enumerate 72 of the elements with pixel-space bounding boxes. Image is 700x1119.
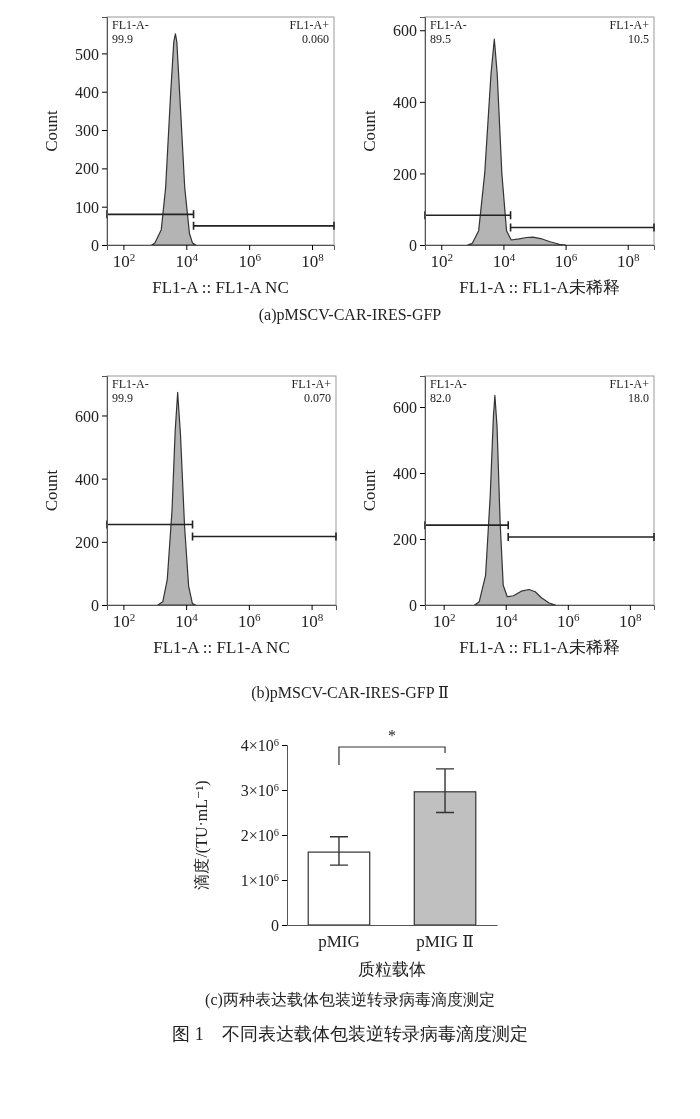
annotation: FL1-A- [430,18,467,32]
x-tick-label: 10$^{2}$ [112,251,136,271]
y-tick-label: 600 [75,407,99,425]
x-axis-title: FL1-A :: FL1-A NC [152,278,289,297]
y-tick-label: 500 [75,45,99,63]
y-tick-label: 400 [75,83,99,101]
annotation: FL1-A+ [609,18,650,32]
text: (a)pMSCV-CAR-IRES-GFP [258,306,442,324]
x-tick-label: 10$^{2}$ [112,611,136,631]
y-axis-title: Count [360,109,379,152]
x-axis-title: 质粒载体 [358,960,426,979]
y-tick-label: 0 [409,237,417,255]
y-tick-label: 0 [91,237,99,255]
annotation: FL1-A+ [609,377,650,391]
annotation: FL1-A- [430,377,467,391]
y-tick-label: 4×10$^{6}$ [240,736,279,755]
y-tick-label: 0 [409,597,417,615]
annotation: FL1-A- [112,377,149,391]
y-axis-title: Count [360,469,379,512]
x-tick-label: 10$^{4}$ [175,611,199,631]
x-tick-label: pMIG Ⅱ [416,931,474,951]
y-tick-label: 200 [75,160,99,178]
y-tick-label: 0 [91,597,99,615]
x-tick-label: pMIG [318,931,360,951]
annotation: 0.060 [302,32,329,46]
x-tick-label: 10$^{4}$ [492,251,516,271]
x-tick-label: 10$^{8}$ [619,611,643,631]
y-tick-label: 400 [75,470,99,488]
y-tick-label: 600 [393,399,417,417]
x-tick-label: 10$^{2}$ [430,251,454,271]
annotation: 0.070 [304,391,331,405]
y-tick-label: 100 [75,198,99,216]
y-tick-label: 400 [393,465,417,483]
x-tick-label: 10$^{4}$ [494,611,518,631]
text: * [388,727,396,744]
y-tick-label: 2×10$^{6}$ [240,826,279,845]
annotation: FL1-A+ [291,377,332,391]
y-tick-label: 600 [393,22,417,40]
x-tick-label: 10$^{6}$ [238,251,262,271]
annotation: 99.9 [112,32,133,46]
y-axis-title: 滴度/(TU·mL⁻¹) [193,780,211,890]
x-tick-label: 10$^{6}$ [554,251,578,271]
x-tick-label: 10$^{4}$ [175,251,199,271]
y-axis-title: Count [42,109,61,152]
annotation: 10.5 [628,32,649,46]
y-tick-label: 1×10$^{6}$ [240,871,279,890]
x-tick-label: 10$^{8}$ [301,251,325,271]
y-tick-label: 3×10$^{6}$ [240,781,279,800]
x-tick-label: 10$^{8}$ [616,251,640,271]
text: (c)两种表达载体包装逆转录病毒滴度测定 [205,991,495,1009]
y-tick-label: 0 [271,917,279,935]
annotation: 89.5 [430,32,451,46]
y-tick-label: 200 [393,165,417,183]
annotation: FL1-A- [112,18,149,32]
annotation: FL1-A+ [289,18,330,32]
annotation: 82.0 [430,391,451,405]
x-tick-label: 10$^{2}$ [432,611,456,631]
y-tick-label: 200 [393,531,417,549]
x-axis-title: FL1-A :: FL1-A NC [153,638,290,657]
annotation: 18.0 [628,391,649,405]
y-axis-title: Count [42,469,61,512]
x-axis-title: FL1-A :: FL1-A未稀释 [459,638,620,657]
y-tick-label: 300 [75,122,99,140]
annotation: 99.9 [112,391,133,405]
x-tick-label: 10$^{6}$ [557,611,581,631]
text: (b)pMSCV-CAR-IRES-GFP Ⅱ [251,684,449,702]
x-axis-title: FL1-A :: FL1-A未稀释 [459,278,620,297]
y-tick-label: 400 [393,93,417,111]
x-tick-label: 10$^{8}$ [300,611,324,631]
y-tick-label: 200 [75,533,99,551]
x-tick-label: 10$^{6}$ [238,611,262,631]
caption: 图 1 不同表达载体包装逆转录病毒滴度测定 [172,1024,528,1044]
